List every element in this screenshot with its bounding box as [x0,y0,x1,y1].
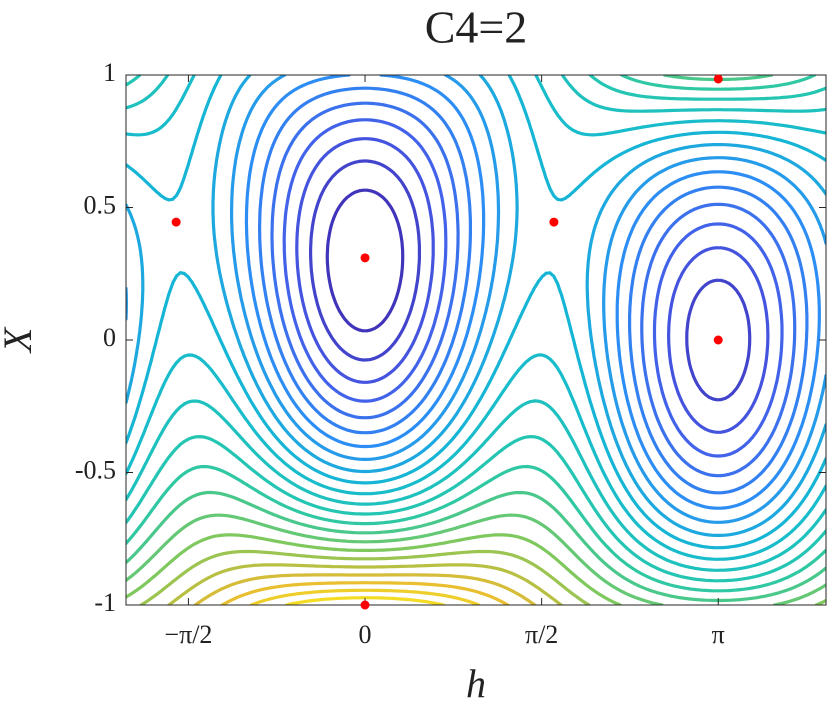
y-tick-label: 1 [103,58,116,87]
critical-point [360,600,370,610]
contour-line [126,75,826,593]
contour-line [309,159,752,402]
contour-line [249,588,481,605]
x-tick-label: π [712,620,725,649]
critical-point [713,335,723,345]
critical-point [171,217,181,227]
contour-line [126,75,826,603]
contour-line [126,75,826,561]
contours [126,75,826,605]
contour-line [126,75,826,537]
x-axis-label: h [466,661,486,704]
y-tick-label: -0.5 [75,455,116,484]
contour-line [126,75,826,524]
chart-title: C4=2 [425,2,528,53]
contour-line [126,75,826,583]
contour-line [126,513,826,605]
contour-line [258,86,809,495]
contour-line [282,118,784,458]
y-tick-label: -1 [94,588,116,617]
contour-line [126,533,826,605]
critical-point [549,217,559,227]
y-tick-label: 0 [103,323,116,352]
contour-line [167,563,563,605]
y-axis-label: X [0,326,40,354]
contour-line [126,75,826,572]
x-tick-label: π/2 [525,620,558,649]
contour-line [270,101,797,478]
x-tick-label: 0 [359,620,372,649]
critical-point [360,253,370,263]
critical-point [713,74,723,84]
contour-line [126,75,826,550]
x-tick-label: −π/2 [164,620,212,649]
contour-line [325,188,405,333]
contour-line [295,137,770,434]
contour-line [244,75,821,510]
y-tick-label: 0.5 [84,190,117,219]
